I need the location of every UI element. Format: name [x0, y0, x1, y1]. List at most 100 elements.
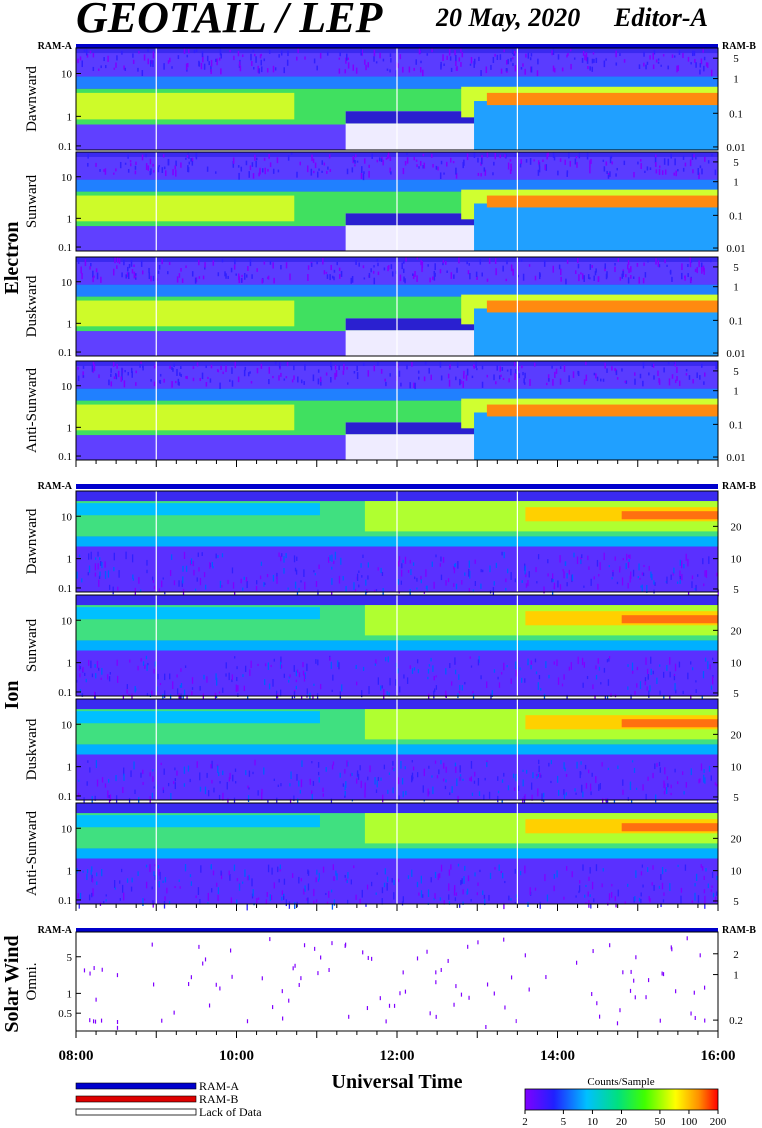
speckle	[363, 277, 366, 280]
speckle	[580, 761, 582, 765]
speckle	[701, 267, 703, 274]
speckle	[359, 898, 361, 905]
speckle	[568, 666, 570, 671]
speckle	[268, 50, 271, 54]
speckle	[402, 896, 404, 903]
sw-point	[219, 986, 221, 991]
speckle	[97, 563, 99, 570]
y2-tick-label: 1	[733, 74, 739, 86]
speckle	[153, 170, 155, 173]
speckle	[474, 771, 476, 777]
speckle	[172, 169, 174, 176]
speckle	[89, 266, 91, 270]
speckle	[455, 172, 458, 179]
late-low-band	[474, 412, 718, 460]
speckle	[578, 274, 580, 282]
colorbar-title: Counts/Sample	[587, 1076, 654, 1088]
speckle	[526, 769, 528, 774]
speckle	[240, 278, 243, 283]
speckle	[586, 675, 589, 680]
speckle	[508, 895, 510, 901]
speckle	[505, 59, 508, 65]
speckle	[91, 866, 93, 872]
sw-point	[153, 982, 155, 987]
speckle	[423, 591, 426, 594]
speckle	[134, 789, 136, 795]
speckle	[595, 864, 598, 872]
speckle	[96, 881, 98, 885]
speckle	[306, 663, 308, 672]
speckle	[674, 663, 677, 672]
speckle	[661, 882, 664, 890]
speckle	[114, 257, 116, 264]
speckle	[457, 863, 460, 867]
speckle	[215, 673, 217, 681]
speckle	[189, 874, 192, 878]
speckle	[585, 782, 588, 789]
speckle	[698, 779, 700, 784]
speckle	[234, 259, 236, 265]
speckle	[263, 767, 265, 775]
sw-point	[426, 949, 428, 954]
sw-point	[402, 970, 404, 975]
sw-point	[101, 967, 103, 972]
figure-title: GEOTAIL / LEP	[76, 0, 384, 42]
speckle	[313, 58, 316, 64]
speckle	[373, 265, 375, 268]
speckle	[522, 63, 524, 67]
upper-band	[76, 815, 320, 828]
y-tick-label: 5	[67, 952, 73, 964]
speckle	[422, 785, 424, 793]
speckle	[654, 763, 656, 770]
speckle	[524, 372, 526, 379]
speckle	[483, 167, 486, 172]
speckle	[157, 168, 160, 173]
speckle	[266, 892, 268, 898]
speckle	[547, 559, 549, 564]
speckle	[272, 375, 274, 379]
speckle	[529, 887, 531, 896]
speckle	[609, 156, 612, 164]
speckle	[440, 556, 442, 562]
speckle	[469, 656, 471, 659]
speckle	[167, 782, 170, 787]
colorbar: Counts/Sample 2 5 10 20 50 100 200	[522, 1076, 727, 1128]
speckle	[458, 690, 461, 694]
speckle	[107, 55, 109, 62]
speckle	[303, 674, 306, 682]
sw-point	[416, 956, 419, 961]
speckle	[715, 365, 718, 369]
speckle	[225, 273, 227, 279]
speckle	[401, 563, 403, 569]
speckle	[428, 664, 431, 667]
speckle	[510, 57, 512, 62]
speckle	[458, 674, 460, 680]
speckle	[463, 876, 465, 884]
y-tick-label: 1	[67, 318, 73, 330]
speckle	[703, 774, 705, 783]
speckle	[354, 588, 357, 592]
speckle	[182, 576, 184, 584]
speckle	[82, 365, 85, 369]
speckle	[440, 760, 442, 765]
speckle	[197, 887, 200, 895]
speckle	[293, 691, 296, 699]
speckle	[193, 569, 195, 576]
speckle	[281, 553, 283, 557]
speckle	[256, 580, 258, 585]
speckle	[185, 265, 187, 268]
speckle	[327, 166, 329, 170]
speckle	[230, 897, 233, 904]
speckle	[564, 561, 567, 566]
speckle	[403, 260, 405, 264]
speckle	[460, 62, 462, 67]
speckle	[232, 774, 234, 782]
speckle	[435, 165, 438, 170]
y-tick-label: 0.1	[58, 141, 72, 153]
speckle	[162, 880, 164, 884]
speckle	[117, 586, 119, 591]
speckle	[513, 787, 516, 791]
speckle	[135, 382, 137, 386]
y-tick-label: 0.1	[58, 687, 72, 699]
speckle	[530, 664, 532, 670]
